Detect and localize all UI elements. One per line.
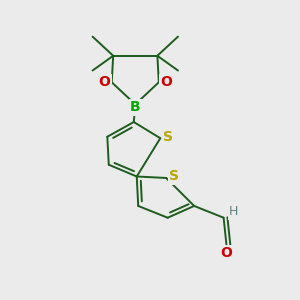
Text: O: O [160, 75, 172, 89]
Text: H: H [229, 205, 239, 218]
Text: O: O [98, 75, 110, 89]
Text: S: S [169, 169, 179, 184]
Text: S: S [163, 130, 173, 144]
Text: B: B [130, 100, 141, 114]
Text: O: O [220, 246, 232, 260]
